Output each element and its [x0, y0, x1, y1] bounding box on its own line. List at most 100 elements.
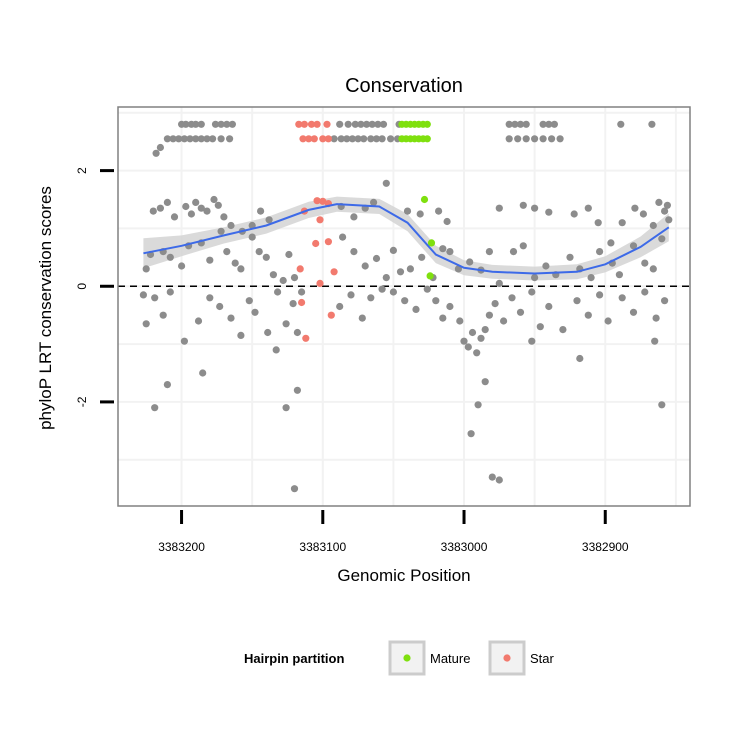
other-point	[528, 288, 536, 296]
other-point	[511, 120, 519, 128]
x-tick-label: 3383000	[441, 540, 488, 554]
other-point	[649, 265, 657, 273]
other-point	[178, 262, 186, 270]
other-point	[203, 135, 211, 143]
other-point	[163, 198, 171, 206]
star-point	[313, 120, 321, 128]
other-point	[641, 288, 649, 296]
other-point	[389, 246, 397, 254]
other-point	[522, 120, 530, 128]
star-point	[319, 197, 327, 205]
other-point	[206, 256, 214, 264]
star-point	[298, 298, 306, 307]
other-point	[570, 210, 578, 218]
other-point	[142, 320, 150, 328]
other-point	[439, 314, 447, 322]
other-point	[163, 135, 171, 143]
other-point	[545, 120, 553, 128]
other-point	[655, 198, 663, 206]
star-point	[316, 279, 324, 287]
other-point	[289, 300, 297, 308]
other-point	[559, 326, 567, 334]
other-point	[272, 346, 280, 354]
other-point	[389, 288, 397, 296]
other-point	[382, 179, 390, 187]
other-point	[186, 135, 194, 143]
other-point	[495, 476, 503, 484]
other-point	[197, 204, 205, 212]
other-point	[473, 349, 481, 357]
other-point	[293, 328, 301, 337]
other-point	[279, 276, 287, 285]
other-point	[360, 135, 368, 143]
other-point	[192, 198, 200, 206]
other-point	[372, 254, 381, 263]
other-point	[151, 404, 159, 412]
legend-title: Hairpin partition	[244, 651, 344, 666]
mature-point	[420, 195, 429, 204]
other-point	[661, 207, 669, 215]
other-point	[474, 401, 482, 409]
other-point	[618, 219, 626, 227]
other-point	[631, 204, 639, 212]
x-tick-label: 3383100	[299, 540, 346, 554]
other-point	[282, 404, 290, 412]
other-point	[516, 308, 525, 316]
other-point	[199, 369, 207, 377]
other-point	[245, 297, 253, 305]
other-point	[604, 317, 612, 325]
other-point	[576, 354, 584, 363]
other-point	[170, 213, 179, 221]
other-point	[665, 216, 673, 224]
other-point	[216, 302, 224, 311]
other-point	[545, 208, 553, 216]
other-point	[539, 135, 547, 143]
other-point	[531, 274, 539, 282]
other-point	[416, 210, 424, 218]
other-point	[367, 135, 375, 143]
other-point	[237, 331, 245, 339]
other-point	[226, 135, 234, 143]
other-point	[142, 265, 150, 273]
other-point	[615, 271, 624, 279]
other-point	[227, 314, 235, 322]
other-point	[639, 210, 648, 218]
smooth-line	[143, 203, 670, 275]
other-point	[214, 201, 222, 209]
other-point	[227, 221, 235, 230]
legend: Hairpin partition Mature Star	[244, 640, 555, 676]
legend-marker-mature	[403, 654, 411, 662]
other-point	[163, 381, 171, 389]
other-point	[528, 337, 536, 345]
star-point	[310, 135, 318, 143]
mature-point	[423, 120, 431, 128]
x-axis-title: Genomic Position	[337, 566, 470, 585]
other-point	[372, 135, 381, 143]
other-point	[406, 265, 414, 273]
other-point	[522, 135, 530, 143]
star-point	[316, 216, 324, 224]
other-point	[379, 120, 388, 128]
y-tick-label: 0	[75, 283, 89, 290]
other-point	[423, 285, 431, 293]
other-point	[149, 207, 157, 215]
other-point	[651, 337, 659, 345]
other-point	[396, 268, 405, 276]
other-point	[648, 120, 656, 128]
star-point	[327, 311, 335, 319]
other-point	[505, 120, 513, 128]
other-point	[197, 120, 205, 128]
other-point	[596, 291, 604, 299]
other-point	[354, 135, 362, 143]
x-axis: 3383200 3383100 3383000 3382900	[158, 510, 629, 554]
other-point	[382, 274, 390, 282]
other-point	[439, 245, 447, 253]
other-point	[587, 274, 595, 282]
other-point	[182, 120, 190, 128]
star-point	[324, 238, 332, 246]
other-point	[466, 258, 474, 266]
other-point	[139, 291, 147, 299]
other-point	[485, 311, 493, 319]
other-point	[187, 210, 195, 218]
